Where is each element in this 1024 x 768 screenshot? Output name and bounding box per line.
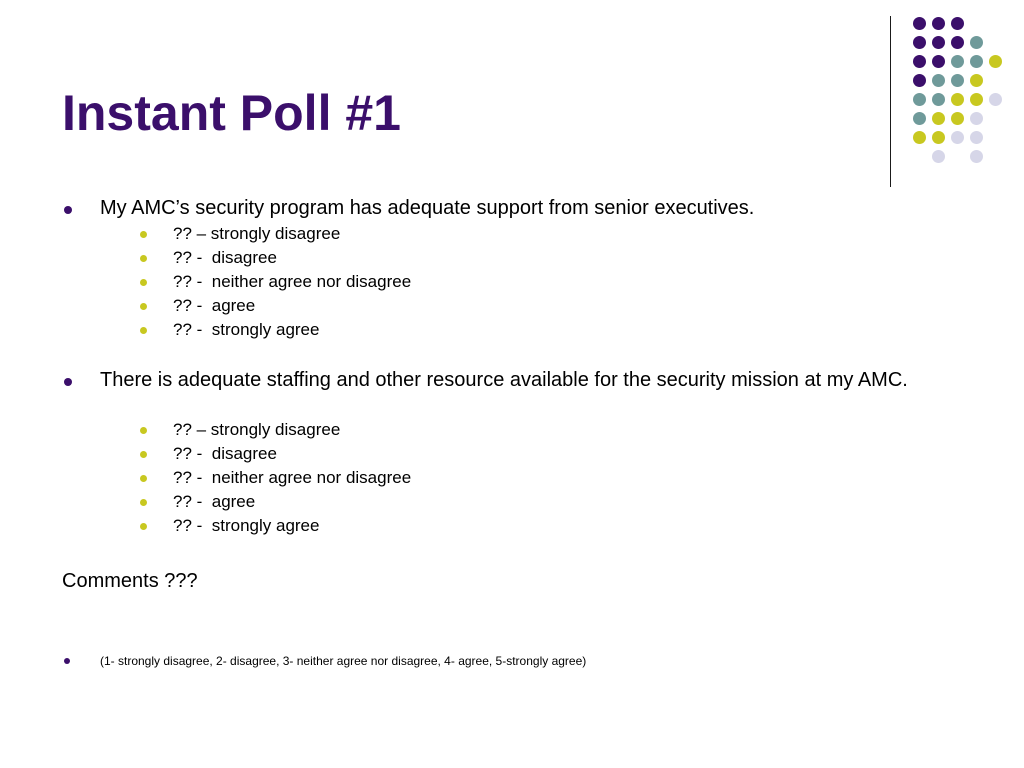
decorative-dot <box>932 74 945 87</box>
decorative-dot <box>932 55 945 68</box>
decorative-dot <box>989 93 1002 106</box>
question-2-option-4: ?? - agree <box>173 492 256 511</box>
sub-bullet-icon <box>140 523 147 530</box>
decorative-dot <box>970 131 983 144</box>
question-2-option-3: ?? - neither agree nor disagree <box>173 468 412 487</box>
decorative-dot <box>913 112 926 125</box>
decorative-dot <box>970 55 983 68</box>
sub-bullet-icon <box>140 475 147 482</box>
slide-title: Instant Poll #1 <box>62 85 401 141</box>
decorative-dot <box>951 131 964 144</box>
question-1-option-5: ?? - strongly agree <box>173 320 320 339</box>
sub-bullet-icon <box>140 231 147 238</box>
decorative-dot <box>970 150 983 163</box>
decorative-dot <box>913 74 926 87</box>
question-1-option-1: ?? – strongly disagree <box>173 224 341 243</box>
decorative-dot <box>913 55 926 68</box>
decorative-dot <box>970 112 983 125</box>
decorative-dot <box>913 93 926 106</box>
decorative-dot <box>913 36 926 49</box>
bullet-icon <box>64 658 70 664</box>
sub-bullet-icon <box>140 303 147 310</box>
comments-text: Comments ??? <box>62 570 198 592</box>
decorative-dot <box>951 17 964 30</box>
decorative-dot <box>951 36 964 49</box>
decorative-dot <box>913 17 926 30</box>
decorative-dot <box>951 55 964 68</box>
question-1-option-4: ?? - agree <box>173 296 256 315</box>
scale-note: (1- strongly disagree, 2- disagree, 3- n… <box>100 654 587 668</box>
question-2-text: There is adequate staffing and other res… <box>100 369 908 391</box>
decorative-dot <box>951 112 964 125</box>
sub-bullet-icon <box>140 327 147 334</box>
decorative-dot <box>932 112 945 125</box>
decorative-dot <box>989 55 1002 68</box>
question-2-option-5: ?? - strongly agree <box>173 516 320 535</box>
question-1-option-3: ?? - neither agree nor disagree <box>173 272 412 291</box>
decorative-dot <box>932 36 945 49</box>
decorative-dot <box>913 131 926 144</box>
bullet-icon <box>64 206 72 214</box>
decorative-dot <box>970 74 983 87</box>
question-1-option-2: ?? - disagree <box>173 248 277 267</box>
decorative-dot <box>970 36 983 49</box>
sub-bullet-icon <box>140 255 147 262</box>
question-1-text: My AMC’s security program has adequate s… <box>100 197 755 219</box>
sub-bullet-icon <box>140 279 147 286</box>
decorative-dot <box>932 93 945 106</box>
decorative-dot <box>951 74 964 87</box>
question-2-option-1: ?? – strongly disagree <box>173 420 341 439</box>
decorative-dot <box>932 150 945 163</box>
bullet-icon <box>64 378 72 386</box>
sub-bullet-icon <box>140 451 147 458</box>
sub-bullet-icon <box>140 427 147 434</box>
vertical-divider <box>890 16 891 187</box>
sub-bullet-icon <box>140 499 147 506</box>
decorative-dot <box>970 93 983 106</box>
decorative-dot <box>951 93 964 106</box>
question-2-option-2: ?? - disagree <box>173 444 277 463</box>
decorative-dot <box>932 17 945 30</box>
decorative-dot <box>932 131 945 144</box>
